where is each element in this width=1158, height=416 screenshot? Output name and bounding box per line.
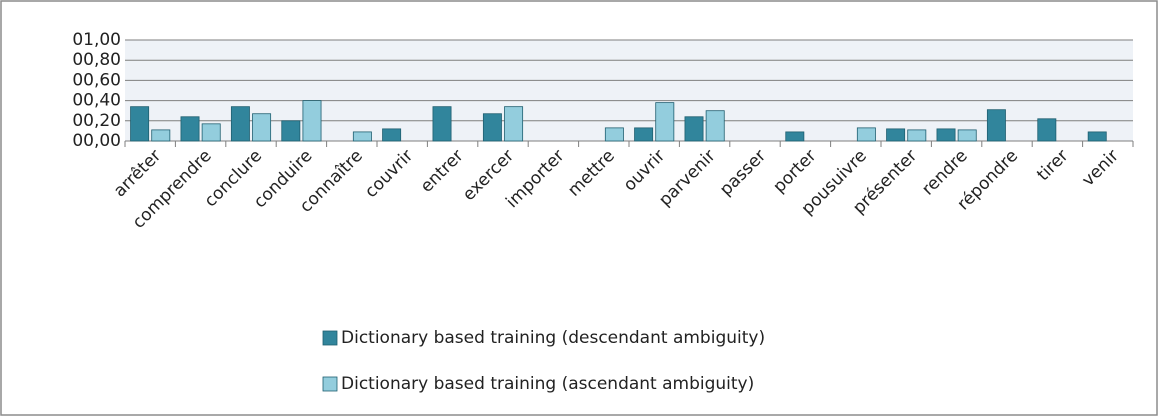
bar <box>180 116 200 142</box>
legend-swatch <box>322 330 338 346</box>
bar <box>432 106 452 142</box>
bar <box>504 106 524 142</box>
bar <box>936 128 956 142</box>
bar <box>252 113 272 142</box>
bar <box>302 100 322 142</box>
bar <box>230 106 250 142</box>
plot-area <box>125 40 1133 141</box>
bar <box>634 127 654 142</box>
y-tick-label: 00,00 <box>72 131 121 151</box>
bar <box>151 129 171 142</box>
bar <box>1037 118 1057 142</box>
y-tick-label: 00,20 <box>72 111 121 131</box>
y-tick-label: 00,40 <box>72 91 121 111</box>
legend-label: Dictionary based training (ascendant amb… <box>341 374 754 394</box>
bar <box>886 128 906 142</box>
bar <box>655 102 675 142</box>
bar <box>1087 131 1107 142</box>
y-tick-label: 00,80 <box>72 50 121 70</box>
bar <box>957 129 977 142</box>
bar <box>785 131 805 142</box>
bar <box>382 128 402 142</box>
y-tick-label: 01,00 <box>72 30 121 50</box>
bar <box>705 110 725 142</box>
bar <box>986 109 1006 142</box>
bar <box>201 123 221 142</box>
bar <box>907 129 927 142</box>
legend-label: Dictionary based training (descendant am… <box>341 328 765 348</box>
bar <box>684 116 704 142</box>
bar <box>130 106 150 142</box>
bar <box>604 127 624 142</box>
bar <box>856 127 876 142</box>
y-tick-label: 00,60 <box>72 70 121 90</box>
bar <box>281 120 301 142</box>
bar <box>352 131 372 142</box>
bar <box>482 113 502 142</box>
legend-swatch <box>322 376 338 392</box>
